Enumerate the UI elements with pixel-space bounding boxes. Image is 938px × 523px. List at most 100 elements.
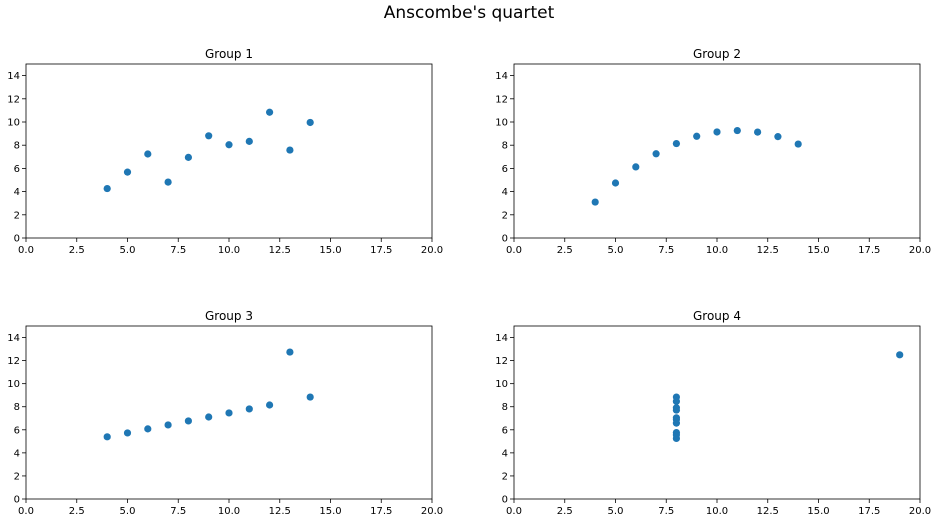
x-tick-label: 10.0 [706,506,728,517]
x-tick-label: 7.5 [170,506,186,517]
x-tick-label: 17.5 [858,506,880,517]
x-tick-label: 5.0 [120,245,136,256]
y-tick-label: 10 [495,118,508,129]
x-tick-label: 17.5 [858,245,880,256]
x-tick-label: 12.5 [269,506,291,517]
x-tick-label: 0.0 [506,245,522,256]
y-tick-label: 2 [14,210,20,221]
y-tick-label: 10 [7,379,20,390]
data-point [611,179,620,187]
x-tick-label: 2.5 [69,245,85,256]
data-point [672,431,681,439]
data-point [225,141,233,149]
data-point [672,139,681,148]
data-point [266,401,274,409]
x-tick-label: 7.5 [170,245,186,256]
data-point [103,433,111,441]
data-point [245,405,253,413]
panel-title: Group 1 [205,47,253,61]
x-tick-label: 7.5 [658,506,674,517]
axes-frame [25,63,433,239]
data-point [693,132,701,140]
panel-group-2: Group 2 0.0 2.5 5.0 7.5 10.0 12.5 15.0 17.5 20.0 0… [495,47,931,256]
x-tick-label: 20.0 [421,506,443,517]
panel-title: Group 3 [205,309,253,323]
y-tick-label: 2 [502,210,508,221]
data-point [266,108,274,116]
data-point [225,409,233,417]
x-tick-label: 2.5 [557,506,573,517]
data-point [733,126,741,135]
x-tick-label: 5.0 [120,506,136,517]
data-point [896,351,904,359]
data-point [123,168,132,176]
x-tick-label: 20.0 [909,506,931,517]
x-tick-label: 15.0 [319,506,341,517]
x-tick-label: 5.0 [608,245,624,256]
data-point [205,413,213,421]
y-tick-label: 8 [14,402,20,413]
y-tick-label: 6 [14,425,20,436]
data-point [123,429,132,437]
y-tick-label: 6 [502,425,508,436]
x-tick-label: 2.5 [557,245,573,256]
y-tick-label: 8 [14,141,20,152]
figure-title: Anscombe's quartet [383,3,555,23]
data-point [144,150,152,158]
x-tick-label: 12.5 [757,245,779,256]
data-point [672,404,681,412]
x-tick-label: 20.0 [421,245,443,256]
y-tick-label: 10 [495,379,508,390]
x-tick-label: 0.0 [506,506,522,517]
data-point [144,425,152,433]
x-tick-label: 2.5 [69,506,85,517]
y-tick-label: 8 [502,141,508,152]
data-point [245,137,253,145]
x-tick-label: 15.0 [319,245,341,256]
data-point [286,146,294,154]
y-tick-label: 14 [7,333,20,344]
y-tick-label: 0 [502,495,508,506]
y-tick-label: 12 [7,356,20,367]
y-tick-label: 0 [502,234,508,245]
data-point [774,133,782,141]
y-tick-label: 2 [502,471,508,482]
y-tick-label: 4 [14,448,20,459]
panel-group-3: Group 3 0.0 2.5 5.0 7.5 10.0 12.5 15.0 17.5 20.0 0… [7,309,443,517]
x-tick-label: 17.5 [370,506,392,517]
y-tick-label: 14 [495,333,508,344]
y-tick-label: 8 [502,402,508,413]
x-tick-label: 12.5 [757,506,779,517]
axes-frame [25,325,433,500]
y-tick-label: 2 [14,471,20,482]
y-tick-label: 4 [502,448,508,459]
y-tick-label: 0 [14,234,20,245]
y-tick-label: 4 [14,187,20,198]
y-tick-label: 14 [495,71,508,82]
x-tick-label: 0.0 [18,245,34,256]
x-tick-label: 15.0 [807,245,829,256]
y-tick-label: 0 [14,495,20,506]
data-point [306,118,314,127]
y-tick-label: 12 [495,94,508,105]
axes-frame [513,63,921,239]
data-point [713,128,721,136]
y-tick-label: 4 [502,187,508,198]
panel-title: Group 4 [693,309,741,323]
x-tick-label: 10.0 [706,245,728,256]
data-point [184,417,192,425]
panel-title: Group 2 [693,47,741,61]
y-tick-label: 12 [495,356,508,367]
data-point [591,198,599,206]
y-tick-label: 14 [7,71,20,82]
x-tick-label: 10.0 [218,506,240,517]
data-point [672,397,681,405]
data-point [164,178,172,186]
x-tick-label: 20.0 [909,245,931,256]
y-tick-label: 6 [502,164,508,175]
y-tick-label: 12 [7,94,20,105]
x-tick-label: 7.5 [658,245,674,256]
panel-group-4: Group 4 0.0 2.5 5.0 7.5 10.0 12.5 15.0 17.5 20.0 0… [495,309,931,517]
x-tick-label: 17.5 [370,245,392,256]
data-point [794,140,802,148]
